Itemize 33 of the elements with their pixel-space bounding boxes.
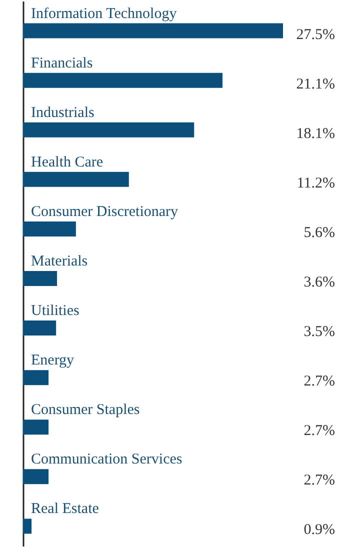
y-tick-label: Utilities bbox=[31, 303, 80, 320]
bar bbox=[23, 172, 129, 187]
data-label: 2.7% bbox=[304, 472, 335, 489]
bar bbox=[23, 221, 76, 236]
data-label: 18.1% bbox=[296, 126, 335, 142]
bar bbox=[23, 122, 194, 138]
data-label: 2.7% bbox=[304, 423, 335, 440]
bar bbox=[23, 518, 32, 534]
bar bbox=[23, 370, 49, 386]
data-label: 3.6% bbox=[304, 274, 335, 290]
data-label: 0.9% bbox=[304, 522, 335, 538]
data-label: 2.7% bbox=[304, 374, 335, 390]
y-tick-label: Industrials bbox=[31, 104, 94, 121]
y-tick-label: Communication Services bbox=[31, 452, 182, 468]
bar bbox=[23, 23, 283, 38]
bar bbox=[23, 469, 49, 484]
y-tick-label: Consumer Staples bbox=[31, 402, 140, 418]
y-tick-label: Information Technology bbox=[31, 6, 178, 22]
data-label: 11.2% bbox=[296, 175, 335, 192]
y-tick-label: Financials bbox=[31, 55, 93, 72]
data-label: 3.5% bbox=[304, 324, 335, 340]
y-tick-label: Consumer Discretionary bbox=[31, 204, 179, 220]
y-tick-label: Materials bbox=[31, 254, 88, 270]
data-label: 27.5% bbox=[296, 26, 335, 43]
bar bbox=[23, 72, 222, 88]
data-label: 21.1% bbox=[296, 76, 335, 92]
y-tick-label: Energy bbox=[31, 352, 75, 369]
y-tick-label: Health Care bbox=[31, 154, 104, 170]
bar bbox=[23, 320, 56, 336]
y-tick-label: Real Estate bbox=[31, 501, 100, 518]
bar bbox=[23, 420, 49, 435]
bar bbox=[23, 271, 58, 286]
data-label: 5.6% bbox=[304, 224, 335, 241]
